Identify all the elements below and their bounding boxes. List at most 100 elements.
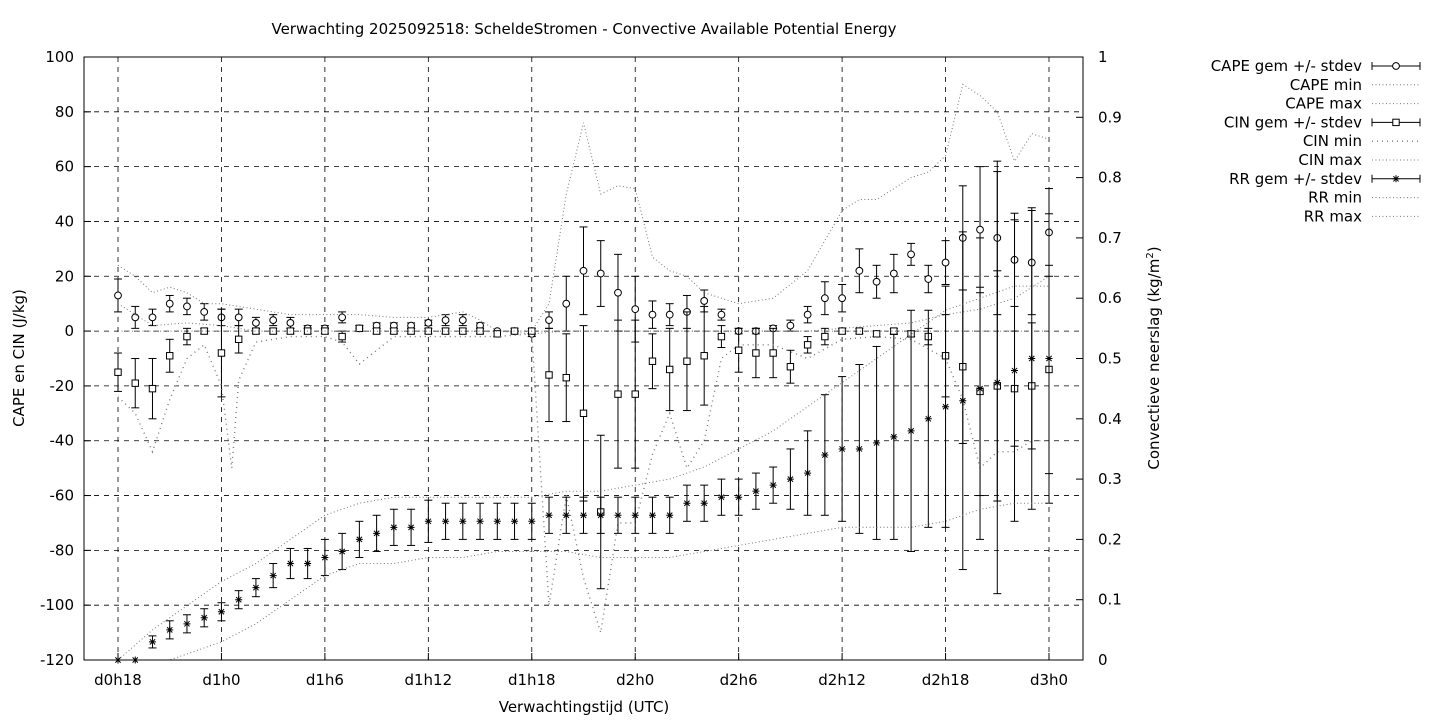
data-point [338,332,346,341]
data-point [855,327,864,335]
data-point [665,310,674,319]
y-tick-label: 0 [64,322,74,340]
legend-label: RR min [1308,189,1362,207]
data-point [459,327,467,335]
data-point [545,316,553,325]
data-point [131,379,139,387]
data-point [338,547,346,555]
data-point [476,517,484,525]
data-point [855,445,863,453]
y-tick-label: 80 [55,103,74,121]
legend-marker [1392,118,1400,127]
data-point [889,269,898,278]
y-tick-label: -120 [40,651,74,669]
series-layer [114,83,1053,664]
data-point [648,511,656,519]
data-point [752,349,760,357]
y2-tick-label: 0.2 [1098,530,1122,548]
data-point [390,327,398,335]
data-point [166,352,174,360]
data-point [752,487,760,495]
data-point [631,305,640,314]
data-point [545,371,553,379]
data-point [407,327,415,335]
x-tick-label: d3h0 [1030,671,1068,689]
data-point [424,318,433,327]
data-point [941,258,950,267]
y2-axis-label-end: ) [1145,246,1163,252]
data-point [838,327,846,335]
y-tick-label: 60 [55,158,74,176]
y-axis-ticks: 100 80 60 40 20 0 -20 -40 -60 -80 -100 -120 [40,48,91,669]
data-point [579,266,588,275]
data-point [976,385,984,393]
y2-tick-label: 0.3 [1098,470,1122,488]
data-point [562,299,571,308]
data-point [803,310,812,319]
y-tick-label: 100 [45,48,74,66]
y2-tick-label: 1 [1098,48,1108,66]
y2-axis-label: Convectieve neerslag (kg/m2) [1145,246,1163,469]
data-point [924,415,932,423]
series-0 [114,160,1053,343]
data-point [683,499,691,507]
x-tick-label: d2h18 [922,671,970,689]
data-point [131,313,140,322]
y-tick-label: -80 [50,541,75,559]
data-point [200,327,208,335]
data-point [1011,367,1019,375]
data-point [1045,355,1053,362]
y2-tick-label: 0.8 [1098,169,1122,187]
data-point [441,327,450,335]
y-tick-label: 20 [55,267,74,285]
data-point [821,332,829,341]
data-point [252,318,260,327]
data-point [286,560,294,568]
data-point [735,493,743,501]
data-point [114,291,122,300]
data-point [252,327,260,335]
data-point [562,373,570,382]
data-point [631,511,639,519]
y-tick-label: -60 [50,487,75,505]
data-point [148,384,157,393]
series-6 [114,171,1053,664]
x-tick-label: d0h18 [94,671,142,689]
data-point [872,330,881,338]
legend-label: CAPE max [1285,95,1362,113]
data-point [804,469,812,477]
data-point [597,511,605,519]
data-point [614,511,622,519]
data-point [441,316,450,325]
data-point [424,517,432,525]
legend-marker [1392,62,1400,70]
legend-marker [1392,175,1400,183]
data-point [183,302,191,311]
y2-axis-ticks: 1 0.9 0.8 0.7 0.6 0.5 0.4 0.3 0.2 0.1 0 [1076,48,1122,669]
data-point [355,535,363,543]
legend-label: CIN gem +/- stdev [1224,113,1362,131]
data-point [234,335,243,344]
x-tick-label: d2h12 [818,671,866,689]
data-point [148,638,156,646]
x-axis-ticks: d0h18 d1h0 d1h6 d1h12 d1h18 d2h0 d2h6 d2h12 d2h1… [94,653,1068,689]
y-tick-label: -100 [40,596,74,614]
data-point [580,511,587,519]
data-point [872,277,881,286]
data-point [907,427,915,435]
y-tick-label: -20 [50,377,75,395]
x-tick-label: d1h18 [508,671,556,689]
data-point [734,346,743,354]
data-point [304,560,312,568]
legend-label: CAPE min [1290,76,1362,94]
data-point [666,511,674,519]
data-point [648,357,657,365]
data-point [614,390,622,398]
x-tick-label: d2h6 [720,671,758,689]
data-point [959,397,967,405]
legend-label: CIN max [1298,151,1362,169]
y-tick-label: 40 [55,212,74,230]
data-point [786,363,795,371]
y2-tick-label: 0.7 [1098,229,1122,247]
